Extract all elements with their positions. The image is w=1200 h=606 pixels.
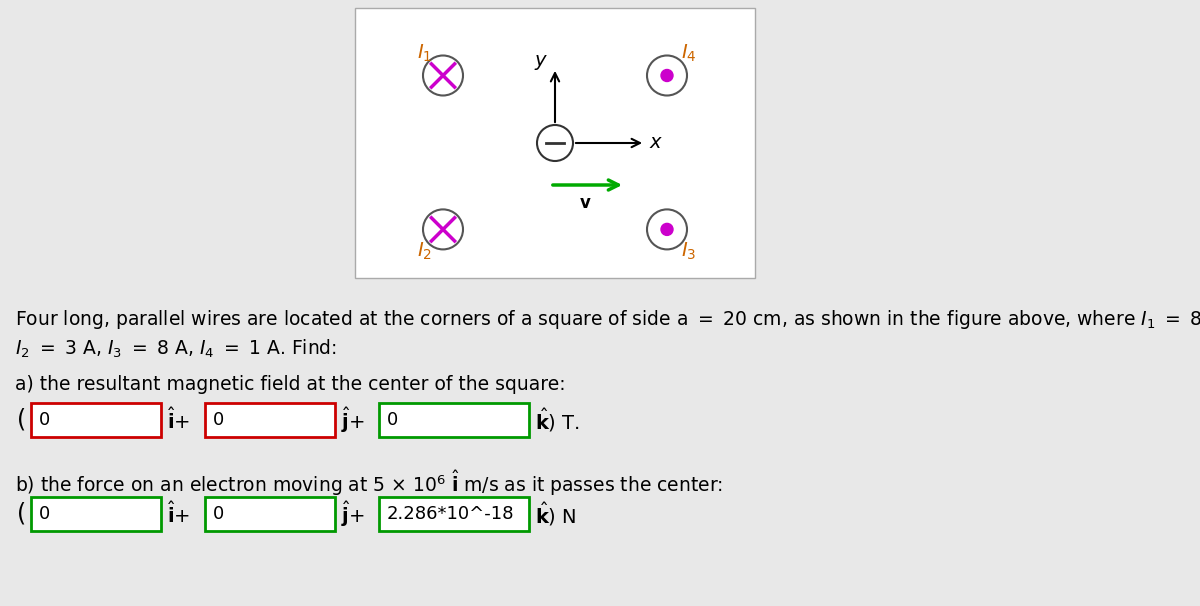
Text: $I_2$: $I_2$ [418,241,432,262]
Text: $\hat{\mathbf{j}}$+: $\hat{\mathbf{j}}$+ [341,499,365,529]
FancyBboxPatch shape [379,403,529,437]
Text: $\hat{\mathbf{k}}$) N: $\hat{\mathbf{k}}$) N [535,500,576,528]
Text: $\hat{\mathbf{j}}$+: $\hat{\mathbf{j}}$+ [341,405,365,435]
Text: (: ( [17,502,26,526]
Text: (: ( [17,408,26,432]
Text: $I_1$: $I_1$ [418,43,432,64]
Text: y: y [534,52,546,70]
FancyBboxPatch shape [205,403,335,437]
Text: $\hat{\mathbf{k}}$) T.: $\hat{\mathbf{k}}$) T. [535,406,580,434]
Text: b) the force on an electron moving at 5 $\times$ 10$^6$ $\hat{\mathbf{i}}$ m/s a: b) the force on an electron moving at 5 … [14,468,722,498]
Circle shape [661,224,673,235]
FancyBboxPatch shape [205,497,335,531]
Text: 2.286*10^-18: 2.286*10^-18 [386,505,515,523]
FancyBboxPatch shape [31,403,161,437]
Text: $I_3$: $I_3$ [682,241,697,262]
Text: 0: 0 [214,505,224,523]
Text: 0: 0 [214,411,224,429]
Text: 0: 0 [386,411,398,429]
Text: x: x [649,133,661,153]
Text: Four long, parallel wires are located at the corners of a square of side a $=$ 2: Four long, parallel wires are located at… [14,308,1200,331]
Text: 0: 0 [38,411,50,429]
Text: $\hat{\mathbf{i}}$+: $\hat{\mathbf{i}}$+ [167,501,190,527]
Text: 0: 0 [38,505,50,523]
FancyBboxPatch shape [379,497,529,531]
Text: $\hat{\mathbf{i}}$+: $\hat{\mathbf{i}}$+ [167,407,190,433]
FancyBboxPatch shape [355,8,755,278]
Circle shape [538,125,574,161]
Text: a) the resultant magnetic field at the center of the square:: a) the resultant magnetic field at the c… [14,375,565,394]
Circle shape [661,70,673,81]
Text: $I_2$ $=$ 3 A, $I_3$ $=$ 8 A, $I_4$ $=$ 1 A. Find:: $I_2$ $=$ 3 A, $I_3$ $=$ 8 A, $I_4$ $=$ … [14,338,337,361]
FancyBboxPatch shape [31,497,161,531]
Text: $I_4$: $I_4$ [682,43,697,64]
Text: v: v [580,194,590,212]
